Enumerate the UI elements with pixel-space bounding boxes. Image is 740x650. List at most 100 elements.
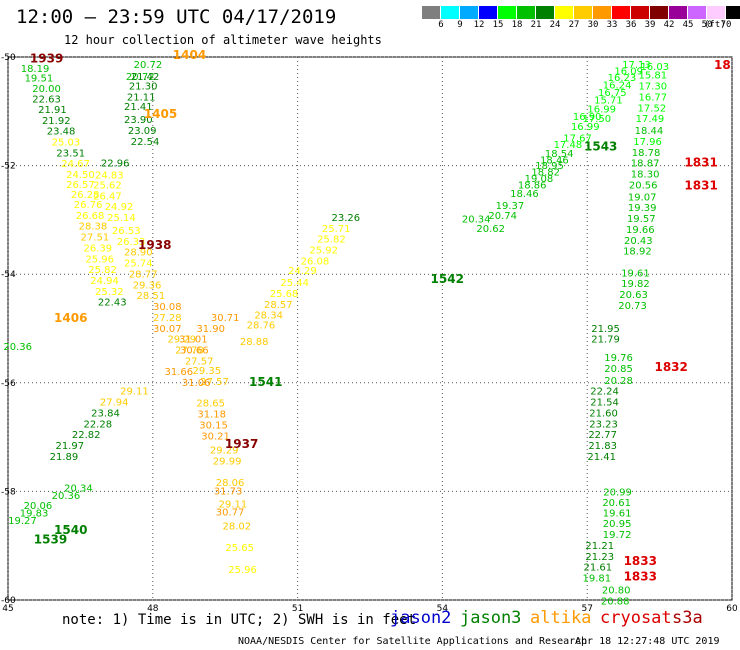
data-point-label: 20.34 [64, 483, 93, 494]
data-point-label: 20.06 [24, 501, 53, 512]
data-point-label: 19.57 [627, 214, 656, 225]
data-point-label: 29.11 [219, 500, 248, 511]
data-point-label: 20.00 [32, 84, 61, 95]
legend-item-jason3: jason3 [460, 608, 522, 628]
data-point-label: 20.36 [3, 342, 32, 353]
pass-time-label: 1937 [225, 437, 258, 451]
data-point-label: 28.02 [222, 521, 251, 532]
data-point-label: 25.71 [322, 224, 351, 235]
data-point-label: 21.54 [590, 398, 619, 409]
data-point-label: 15.81 [639, 71, 668, 82]
data-point-label: 28.34 [254, 311, 283, 322]
data-point-label: 23.09 [128, 126, 157, 137]
data-point-label: 24.94 [90, 276, 119, 287]
data-point-label: 26.08 [301, 256, 330, 267]
data-point-label: 21.61 [583, 563, 612, 574]
data-point-label: 18.82 [531, 167, 560, 178]
data-point-label: 20.61 [602, 498, 631, 509]
data-point-label: 30.21 [201, 431, 230, 442]
data-point-label: 22.43 [98, 298, 127, 309]
data-point-label: 18.87 [631, 159, 660, 170]
scale-unit-label: (ft) [704, 20, 726, 30]
data-point-label: 31.66 [165, 367, 194, 378]
data-point-label: 20.34 [462, 215, 491, 226]
scale-label: 70 [720, 20, 732, 30]
data-point-label: 21.42 [131, 72, 160, 83]
data-point-label: 25.44 [280, 278, 309, 289]
data-point-label: 25.65 [225, 543, 254, 554]
data-point-label: 31.73 [214, 487, 243, 498]
data-point-label: 25.96 [228, 565, 257, 576]
data-point-label: 31.06 [182, 378, 211, 389]
data-point-label: 21.21 [585, 541, 614, 552]
scale-label: 18 [511, 20, 523, 30]
data-point-label: 21.83 [588, 441, 617, 452]
data-point-label: 17.30 [639, 82, 668, 93]
data-point-label: 21.11 [127, 92, 156, 103]
scale-swatch [498, 6, 517, 19]
data-point-label: 22.28 [83, 419, 112, 430]
y-tick-label: -50 [1, 53, 16, 63]
data-point-label: 24.92 [105, 202, 134, 213]
data-point-label: 21.91 [38, 105, 67, 116]
x-tick-label: 60 [726, 604, 738, 614]
data-point-label: 24.50 [66, 170, 95, 181]
data-point-label: 23.48 [47, 127, 76, 138]
data-point-label: 29.99 [213, 456, 242, 467]
data-point-label: 26.76 [74, 200, 103, 211]
pass-time-label: 1539 [34, 533, 67, 547]
scale-swatch [650, 6, 669, 19]
data-point-label: 23.90 [124, 115, 153, 126]
pass-time-label: 1406 [54, 311, 87, 325]
data-point-label: 18.92 [623, 247, 652, 258]
data-point-label: 16.90 [573, 112, 602, 123]
chart-title: 12:00 – 23:59 UTC 04/17/2019 [16, 6, 337, 28]
data-point-label: 31.01 [179, 335, 208, 346]
legend-item-cryosat: cryosat [600, 608, 672, 628]
data-point-label: 16.99 [587, 104, 616, 115]
data-point-label: 20.56 [629, 180, 658, 191]
data-point-label: 29.35 [193, 366, 222, 377]
data-point-label: 19.82 [621, 279, 650, 290]
data-point-label: 21.95 [591, 324, 620, 335]
data-point-label: 26.39 [83, 243, 112, 254]
scale-swatch [631, 6, 650, 19]
data-point-label: 20.99 [603, 488, 632, 499]
scale-swatch [479, 6, 498, 19]
data-point-label: 17.50 [583, 114, 612, 125]
data-point-label: 22.54 [131, 137, 160, 148]
data-point-label: 27.78 [175, 345, 204, 356]
data-point-label: 28.90 [124, 248, 153, 259]
data-point-label: 20.73 [618, 301, 647, 312]
x-tick-label: 54 [437, 604, 449, 614]
scale-swatch [460, 6, 479, 19]
pass-time-label: 1831 [684, 178, 717, 192]
data-point-label: 28.76 [247, 321, 276, 332]
pass-time-label: 1833 [624, 554, 657, 568]
data-point-label: 23.26 [332, 213, 361, 224]
x-tick-label: 48 [147, 604, 159, 614]
data-point-label: 22.24 [590, 387, 619, 398]
scale-label: 42 [663, 20, 675, 30]
chart-subtitle: 12 hour collection of altimeter wave hei… [64, 33, 382, 47]
data-point-label: 29.36 [133, 280, 162, 291]
scale-swatch [574, 6, 593, 19]
x-tick-label: 51 [292, 604, 303, 614]
data-point-label: 26.47 [93, 191, 122, 202]
data-point-label: 21.92 [42, 116, 71, 127]
data-point-label: 16.09 [614, 66, 643, 77]
data-point-label: 19.08 [525, 174, 554, 185]
pass-time-label: 1404 [173, 48, 206, 62]
scale-swatch [536, 6, 555, 19]
pass-time-label: 1540 [54, 523, 87, 537]
data-point-label: 20.95 [603, 519, 632, 530]
data-point-label: 21.41 [124, 102, 153, 113]
pass-time-label: 18 [714, 58, 731, 72]
scale-label: 50 [701, 20, 713, 30]
data-point-label: 16.75 [598, 88, 627, 99]
data-point-label: 19.07 [628, 192, 657, 203]
data-point-label: 21.30 [129, 82, 158, 93]
data-point-label: 27.57 [185, 356, 214, 367]
scale-label: 36 [625, 20, 637, 30]
pass-time-label: 1938 [138, 238, 171, 252]
